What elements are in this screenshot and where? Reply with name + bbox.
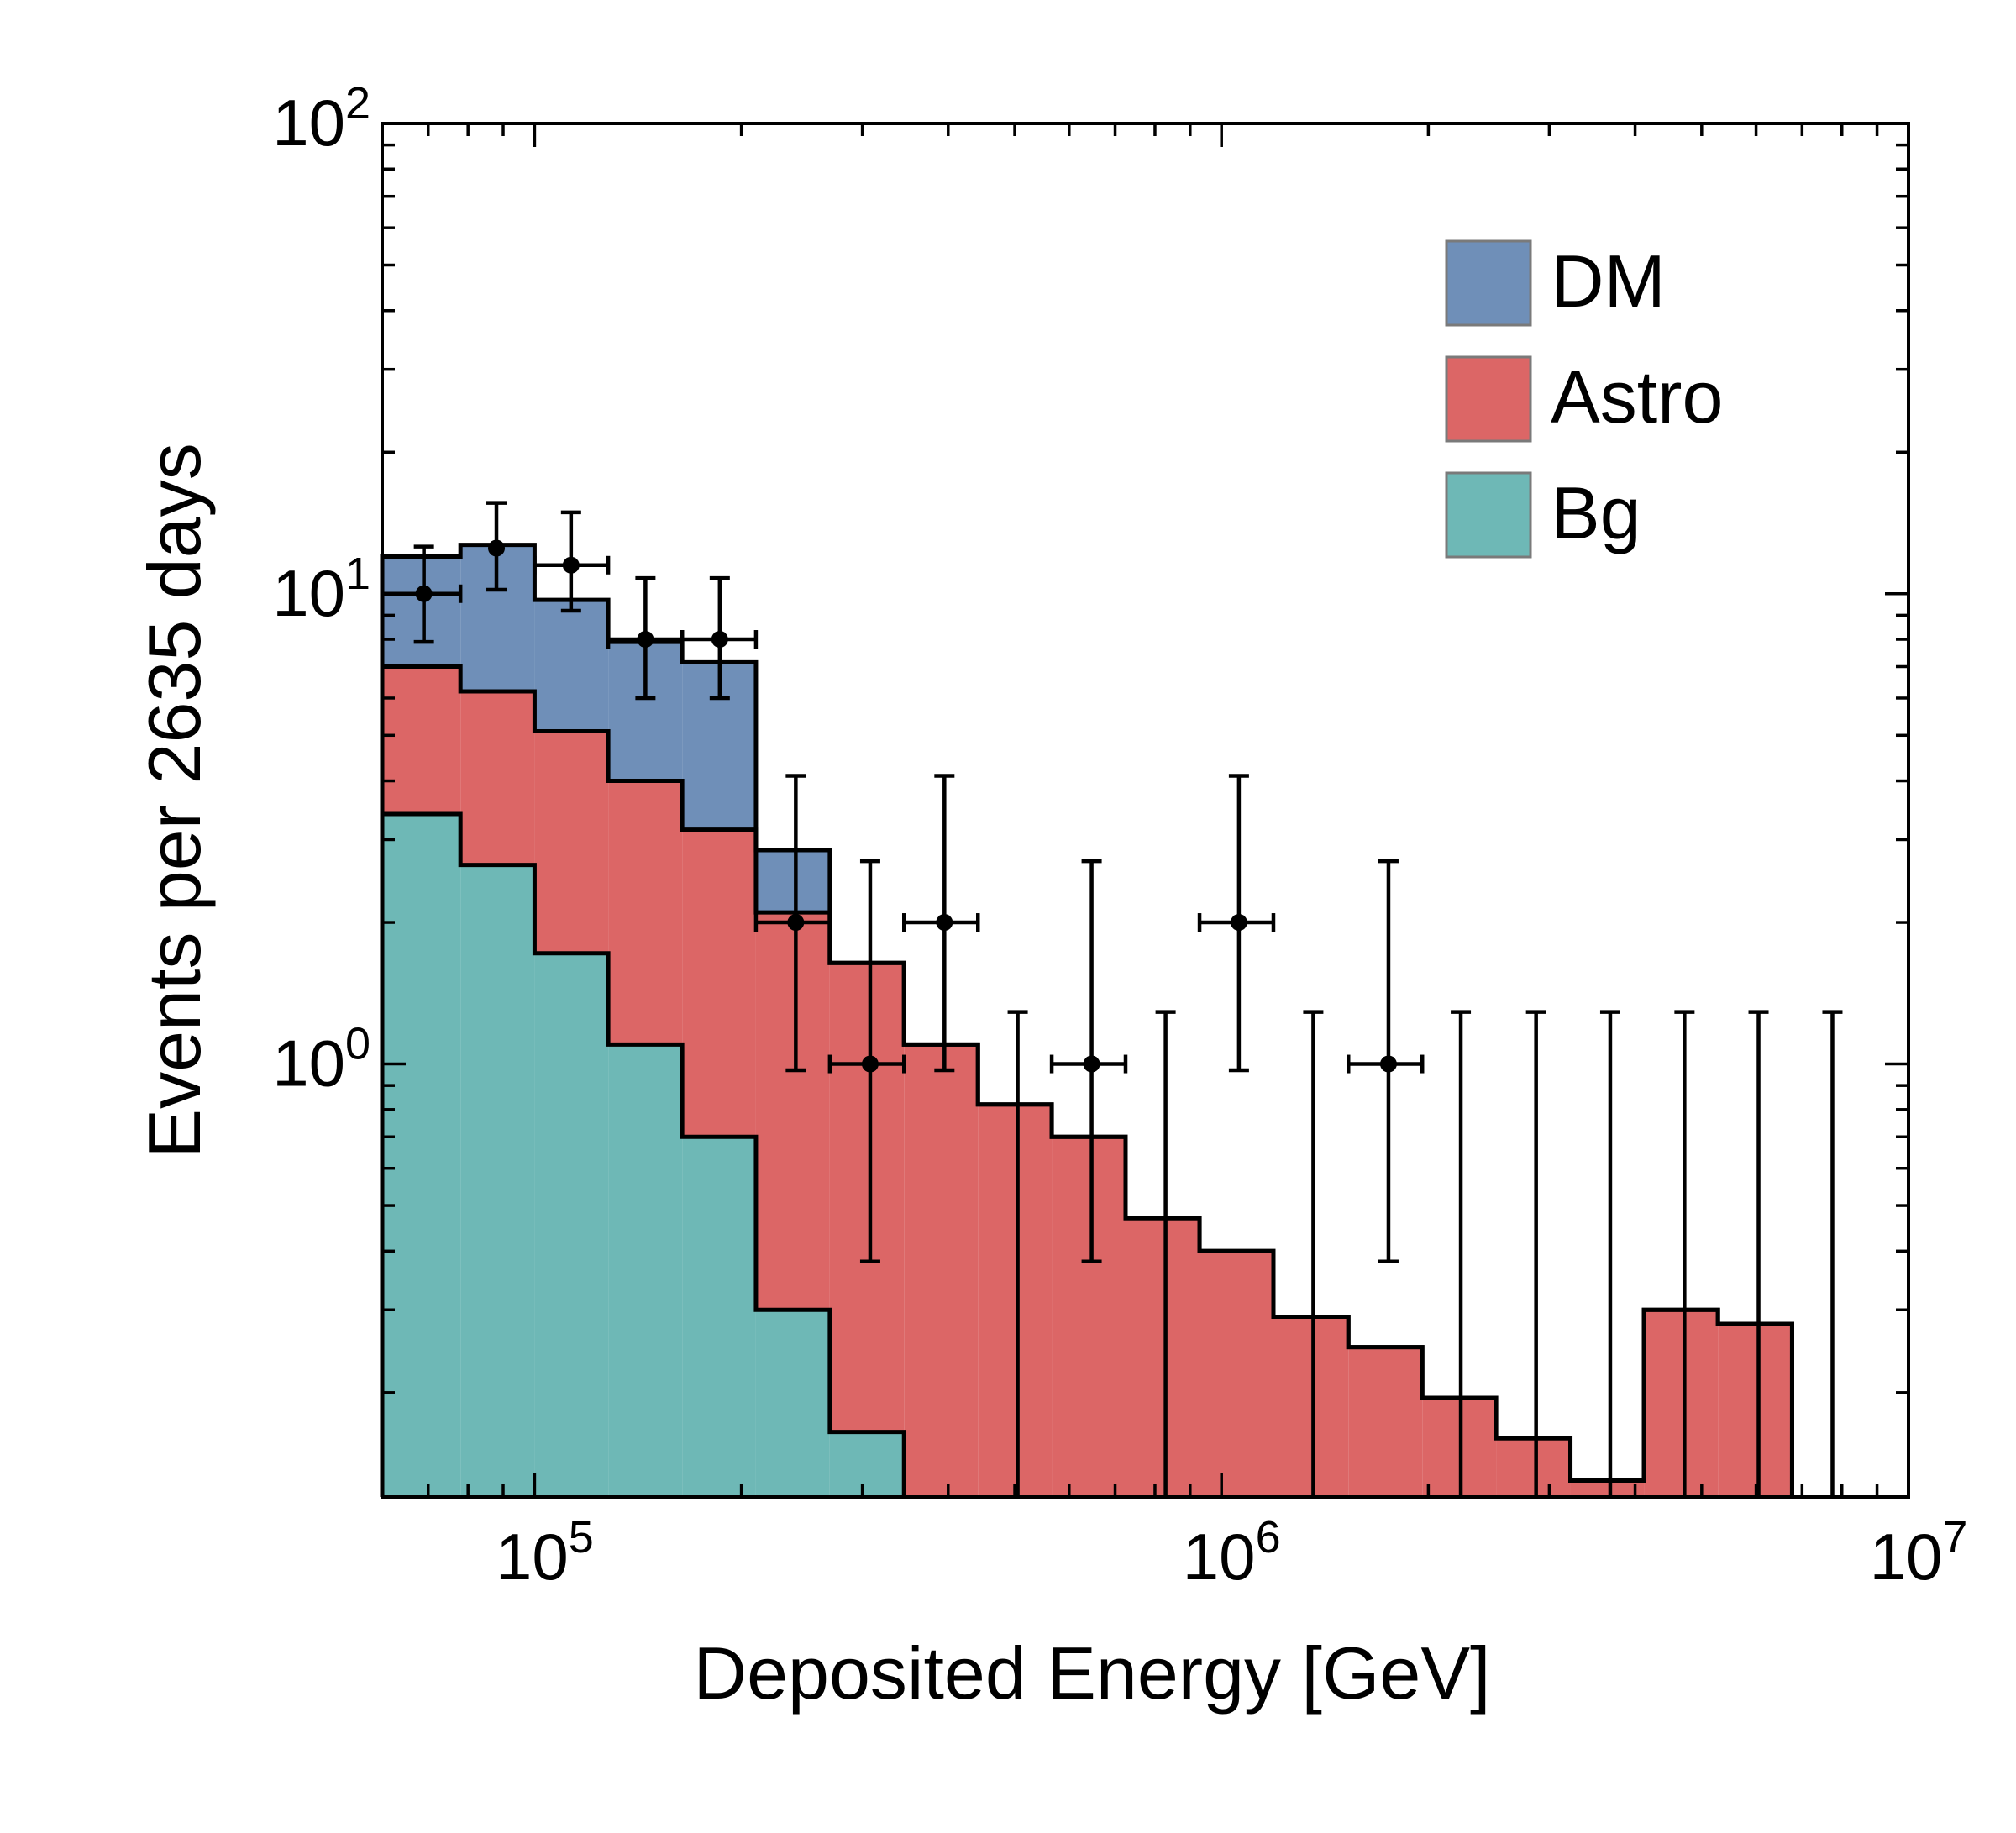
data-point-1: [486, 501, 507, 592]
data-point-16: [1599, 1010, 1620, 1497]
bar-astro-7: [904, 1044, 979, 1497]
bar-astro-2: [534, 731, 609, 953]
x-axis-label: Deposited Energy [GeV]: [694, 1631, 1491, 1715]
outline-dm: [380, 543, 1794, 1497]
y-tick-label: 101: [272, 549, 370, 630]
bar-bg-1: [460, 864, 535, 1497]
data-point-6: [827, 859, 906, 1264]
data-point-15: [1525, 1010, 1546, 1497]
y-tick-label: 102: [272, 78, 370, 160]
data-point-14: [1451, 1010, 1472, 1497]
data-point-17: [1674, 1010, 1695, 1497]
plot-frame: [381, 122, 1910, 1499]
bar-dm-0: [382, 556, 461, 667]
bar-astro-17: [1644, 1310, 1719, 1497]
marker: [1230, 914, 1247, 932]
axis-ticks: [381, 122, 1910, 1497]
bar-dm-2: [534, 600, 609, 732]
marker: [562, 556, 580, 574]
data-point-7: [901, 774, 980, 1073]
legend-label-astro: Astro: [1551, 355, 1723, 439]
bar-astro-15: [1496, 1438, 1571, 1497]
data-points: [380, 501, 1843, 1497]
bar-bg-0: [382, 814, 461, 1497]
tick-labels: 105 106 107 100 101 102: [272, 78, 1967, 1594]
bar-bg-4: [682, 1137, 756, 1497]
marker: [415, 585, 433, 602]
data-point-4: [680, 575, 759, 701]
marker: [1083, 1055, 1100, 1073]
y-axis-label: Events per 2635 days: [133, 443, 216, 1158]
data-point-18: [1748, 1010, 1769, 1497]
bar-astro-9: [1052, 1137, 1126, 1497]
bar-astro-12: [1273, 1316, 1349, 1497]
legend-swatch-astro: [1445, 355, 1532, 443]
data-point-2: [533, 510, 611, 613]
bar-astro-11: [1200, 1251, 1273, 1497]
bar-bg-2: [534, 953, 609, 1497]
data-point-8: [1007, 1010, 1028, 1497]
data-point-11: [1197, 774, 1276, 1073]
legend-swatch-dm: [1445, 239, 1532, 327]
marker: [936, 914, 953, 932]
bar-astro-10: [1125, 1218, 1200, 1497]
legend-swatch-bg: [1445, 471, 1532, 559]
data-point-5: [753, 774, 832, 1073]
bar-astro-5: [755, 912, 830, 1310]
bar-bg-5: [755, 1310, 830, 1497]
marker: [861, 1055, 879, 1073]
histogram-outlines: [380, 543, 1794, 1497]
histogram-bars: [382, 544, 1793, 1497]
marker: [1379, 1055, 1397, 1073]
legend-label-dm: DM: [1551, 239, 1666, 323]
data-point-12: [1303, 1010, 1324, 1497]
marker: [711, 631, 728, 649]
legend-label-bg: Bg: [1551, 471, 1641, 554]
x-tick-label: 106: [1183, 1512, 1281, 1594]
outline-bg: [380, 811, 906, 1497]
bar-astro-4: [682, 829, 756, 1137]
bar-astro-13: [1348, 1347, 1423, 1497]
bar-astro-8: [978, 1104, 1053, 1497]
marker: [488, 539, 506, 557]
bar-bg-3: [608, 1044, 683, 1497]
x-tick-label: 107: [1870, 1512, 1968, 1594]
marker: [787, 914, 805, 932]
legend: DM Astro Bg: [1445, 239, 1723, 559]
data-point-9: [1049, 859, 1128, 1264]
y-tick-label: 100: [272, 1019, 370, 1100]
data-point-19: [1822, 1010, 1843, 1497]
x-tick-label: 105: [496, 1512, 594, 1594]
data-point-10: [1155, 1010, 1176, 1497]
data-point-13: [1347, 859, 1425, 1264]
bar-astro-18: [1718, 1324, 1793, 1497]
bar-astro-3: [608, 780, 683, 1045]
bar-bg-6: [829, 1431, 905, 1497]
bar-astro-0: [382, 666, 461, 815]
bar-astro-6: [829, 963, 905, 1432]
bar-astro-16: [1570, 1480, 1645, 1497]
bar-astro-1: [460, 691, 535, 865]
marker: [637, 631, 654, 649]
bar-dm-5: [755, 849, 830, 913]
